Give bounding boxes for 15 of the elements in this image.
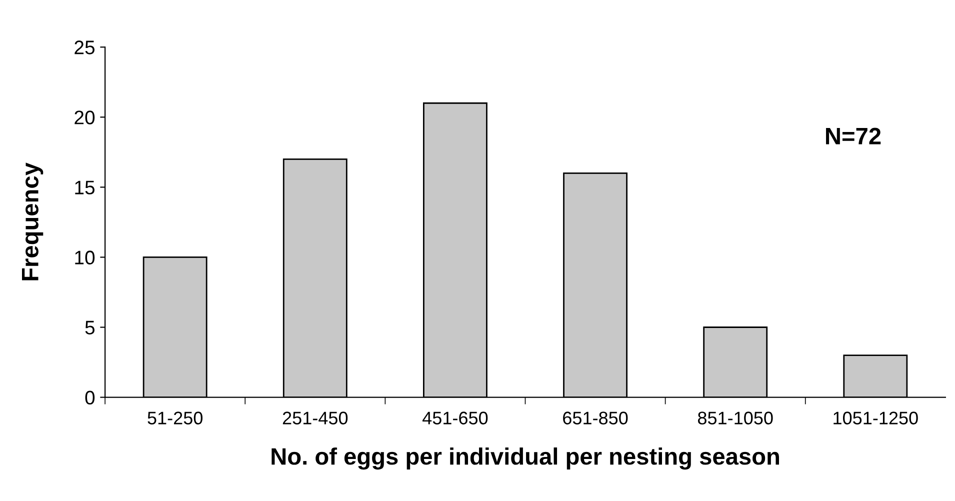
y-tick-label: 25 [74,40,95,54]
y-tick-label: 20 [74,110,95,124]
x-tick-label: 51-250 [148,412,202,424]
y-tick-label: 10 [75,250,95,264]
x-tick-label: 851-1050 [698,412,773,424]
annotation: N=72 [826,128,881,144]
y-tick-label: 15 [75,180,95,194]
x-tick-label: 251-450 [282,412,348,424]
x-tick-label: 1051-1250 [834,412,918,424]
y-tick-label: 0 [85,390,95,405]
x-axis-title: No. of eggs per individual per nesting season [272,447,779,470]
y-axis-title: Frequency [22,162,44,280]
x-tick-label: 651-850 [563,412,628,424]
x-tick-label: 451-650 [422,412,488,424]
y-tick-label: 5 [85,320,95,334]
